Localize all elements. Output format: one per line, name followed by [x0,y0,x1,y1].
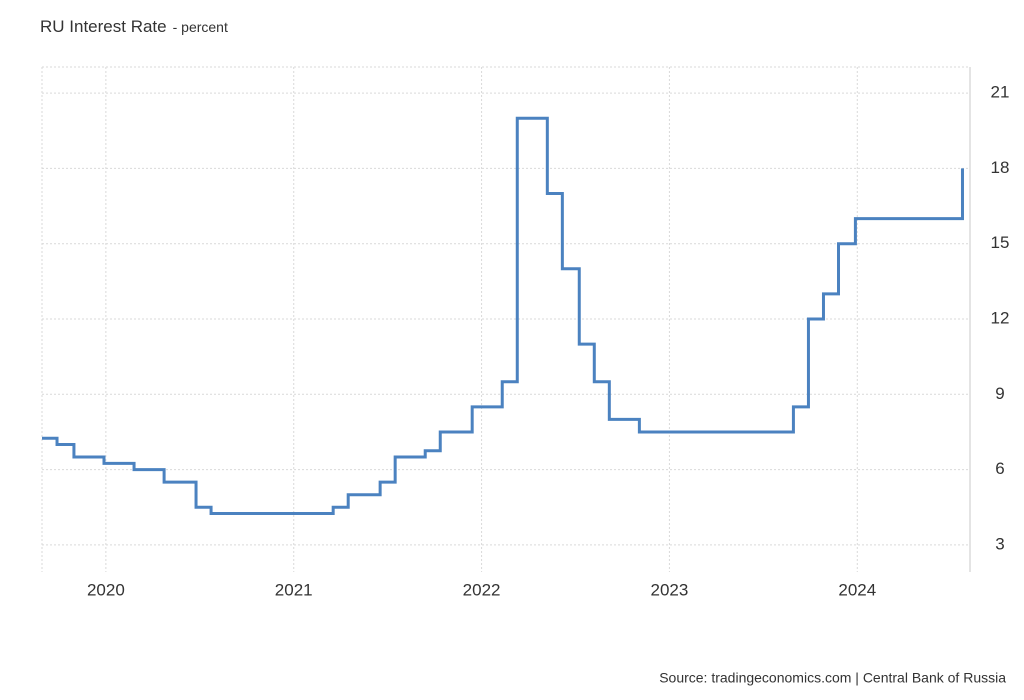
y-tick-label: 3 [995,534,1004,553]
x-tick-label: 2022 [463,580,501,599]
y-tick-label: 18 [991,158,1010,177]
data-line [42,116,964,516]
x-tick-label: 2021 [275,580,313,599]
y-tick-label: 12 [991,308,1010,327]
y-tick-label: 15 [991,233,1010,252]
y-tick-label: 6 [995,459,1004,478]
chart-title: RU Interest Rate - percent [40,17,228,36]
x-tick-label: 2024 [838,580,876,599]
x-tick-label: 2020 [87,580,125,599]
source: Source: tradingeconomics.com | Central B… [659,670,1006,686]
y-tick-label: 21 [991,83,1010,102]
title: RU Interest Rate [40,17,167,36]
y-tick-label: 9 [995,384,1004,403]
x-tick-label: 2023 [651,580,689,599]
subtitle: - percent [173,19,228,35]
